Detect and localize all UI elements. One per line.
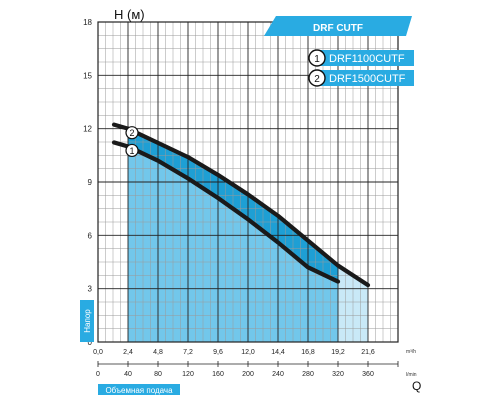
- title-banner: [264, 16, 412, 36]
- x-tick-label-top: 0,0: [93, 349, 103, 356]
- legend-marker-number: 1: [314, 54, 320, 65]
- x-tick-label-bottom: 360: [362, 371, 374, 378]
- x-tick-label-bottom: 280: [302, 371, 314, 378]
- y-axis-label: H (м): [114, 7, 145, 22]
- x-tick-label-bottom: 80: [154, 371, 162, 378]
- series-line-2-start: [111, 122, 131, 131]
- legend-label: DRF1500CUTF: [329, 73, 406, 85]
- x-tick-label-top: 12,0: [241, 349, 255, 356]
- legend-entry: 1 DRF1100CUTF: [308, 49, 414, 67]
- curve-marker-circle: [125, 143, 139, 158]
- x-tick-label-top: 7,2: [183, 349, 193, 356]
- x-tick-label-bottom: 120: [182, 371, 194, 378]
- series-line-1-start: [111, 140, 131, 149]
- side-label-badge: [80, 300, 94, 342]
- x-tick-label-bottom: 40: [124, 371, 132, 378]
- x-tick-label-top: 16,8: [301, 349, 315, 356]
- performance-curves: [111, 122, 371, 288]
- legend-marker-circle: [308, 49, 326, 67]
- x-tick-label-top: 19,2: [331, 349, 345, 356]
- series-line-1: [125, 144, 341, 284]
- x-tick-label-bottom: 320: [332, 371, 344, 378]
- y-tick-label: 9: [88, 178, 93, 187]
- legend-entry: 2 DRF1500CUTF: [308, 69, 414, 87]
- y-tick-label: 3: [88, 285, 93, 294]
- x-unit-top: m³/h: [406, 349, 416, 355]
- x-unit-bottom: l/min: [406, 372, 417, 378]
- series-line-2: [125, 126, 371, 288]
- x-tick-label-top: 2,4: [123, 349, 133, 356]
- x-tick-label-bottom: 200: [242, 371, 254, 378]
- curve-markers: 12: [125, 126, 139, 158]
- plot-frame: [97, 21, 399, 343]
- y-tick-label: 15: [83, 71, 92, 80]
- x-tick-label-bottom: 160: [212, 371, 224, 378]
- x-tick-label-top: 4,8: [153, 349, 163, 356]
- bottom-label-flow: Объемная подача: [105, 386, 173, 395]
- side-label-head: Напор: [83, 309, 92, 333]
- x-tick-label-top: 14,4: [271, 349, 285, 356]
- legend-label: DRF1100CUTF: [329, 53, 405, 65]
- y-tick-label: 6: [88, 231, 93, 240]
- legend-marker-circle: [308, 69, 326, 87]
- bottom-label-badge: [98, 384, 180, 395]
- y-tick-label: 12: [83, 125, 92, 134]
- x-tick-label-bottom: 240: [272, 371, 284, 378]
- chart-title: DRF CUTF: [313, 23, 363, 34]
- x-axis-label: Q: [412, 379, 421, 393]
- x-tick-label-top: 21,6: [361, 349, 375, 356]
- legend-swatch: [318, 70, 414, 86]
- y-tick-label: 18: [83, 18, 92, 27]
- x-tick-label-bottom: 0: [96, 371, 100, 378]
- grid: [97, 21, 399, 343]
- legend-marker-number: 2: [314, 74, 320, 85]
- curve-marker-circle: [125, 126, 139, 140]
- y-tick-label: 0: [88, 338, 93, 347]
- curve-marker-number: 2: [129, 128, 134, 138]
- x-tick-label-top: 9,6: [213, 349, 223, 356]
- legend-swatch: [318, 50, 414, 66]
- curve-marker-number: 1: [129, 146, 134, 156]
- legend: 1 DRF1100CUTF 2 DRF1500CUTF: [308, 49, 414, 87]
